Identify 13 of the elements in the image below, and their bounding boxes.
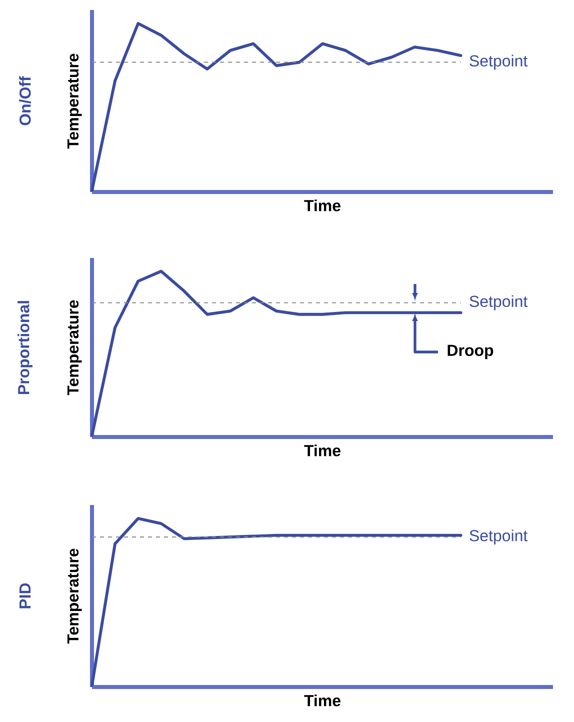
x-axis-title: Time [304, 444, 340, 456]
ref-line-label: Setpoint [470, 295, 528, 310]
text: Proportional [18, 301, 32, 394]
ref-line-label: Setpoint [470, 54, 528, 70]
x-axis-title: Time [304, 694, 340, 706]
annotation: Droop [448, 344, 494, 360]
text: On/Off [19, 76, 31, 126]
x-axis-title: Time [304, 200, 340, 212]
ref-line-label: Setpoint [470, 530, 528, 544]
y-axis-title: Temperature [67, 300, 82, 396]
y-axis-title: Temperature [67, 548, 82, 644]
text: PID [20, 583, 31, 608]
y-axis-title: Temperature [67, 54, 82, 149]
